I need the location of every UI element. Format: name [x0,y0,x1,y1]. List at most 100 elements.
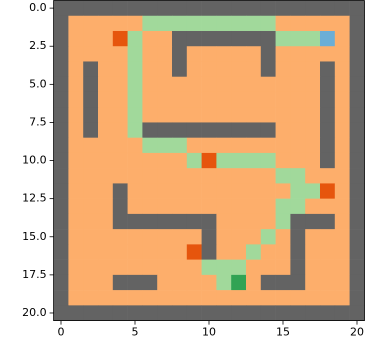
cell [172,61,187,77]
cell [157,214,172,230]
cell [98,260,113,276]
x-tick-label: 0 [58,326,65,339]
cell [202,61,217,77]
cell [54,153,69,169]
cell [216,290,231,306]
cell [276,122,291,138]
cell [172,305,187,321]
cell [187,229,202,245]
cell [157,77,172,93]
cell [320,61,335,77]
cell [276,31,291,47]
cell [276,305,291,321]
cell [113,275,128,291]
cell [142,199,157,215]
cell [231,107,246,123]
cell [246,46,261,62]
cell [231,275,246,291]
cell [350,61,365,77]
cell [216,138,231,154]
cell [350,92,365,108]
cell [350,16,365,32]
cell [261,168,276,184]
cell [187,61,202,77]
cell [276,16,291,32]
cell [187,107,202,123]
cell [276,107,291,123]
cell [216,77,231,93]
cell [187,260,202,276]
cell [54,138,69,154]
cell [290,31,305,47]
cell [83,16,98,32]
cell [290,305,305,321]
cell [54,31,69,47]
cell [335,229,350,245]
cell [54,290,69,306]
cell [305,244,320,260]
cell [335,168,350,184]
cell [320,31,335,47]
cell [157,1,172,17]
x-tick-label: 10 [202,326,216,339]
cell [128,61,143,77]
cell [128,92,143,108]
cell [320,229,335,245]
cell [320,275,335,291]
cell [98,92,113,108]
cell [128,153,143,169]
cell [187,214,202,230]
cell [305,122,320,138]
cell [320,92,335,108]
cell [54,199,69,215]
cell [68,260,83,276]
cell [128,16,143,32]
cell [157,290,172,306]
cell [231,138,246,154]
cell [216,61,231,77]
chart: 051015200.02.55.07.510.012.515.017.520.0 [0,0,368,347]
cell [290,168,305,184]
cell [83,61,98,77]
cell [98,122,113,138]
cell [142,61,157,77]
cell [335,260,350,276]
cell [157,229,172,245]
cell [246,61,261,77]
cell [231,305,246,321]
cell [290,244,305,260]
cell [172,168,187,184]
cell [172,214,187,230]
cell [187,153,202,169]
cell [54,229,69,245]
cell [261,244,276,260]
cell [54,275,69,291]
cell [83,214,98,230]
cell [128,260,143,276]
cell [187,1,202,17]
cell [113,244,128,260]
cell [142,168,157,184]
cell [98,61,113,77]
cell [335,1,350,17]
cell [113,305,128,321]
cell [142,214,157,230]
cell [246,153,261,169]
cell [350,183,365,199]
cell [276,290,291,306]
cell [187,77,202,93]
cell [98,290,113,306]
cell [202,16,217,32]
cell [246,107,261,123]
cell [83,229,98,245]
cell [54,183,69,199]
cell [128,1,143,17]
cell [202,214,217,230]
cell [261,229,276,245]
cell [305,138,320,154]
cell [276,275,291,291]
cell [68,107,83,123]
cell [216,122,231,138]
cell [335,244,350,260]
cell [202,107,217,123]
